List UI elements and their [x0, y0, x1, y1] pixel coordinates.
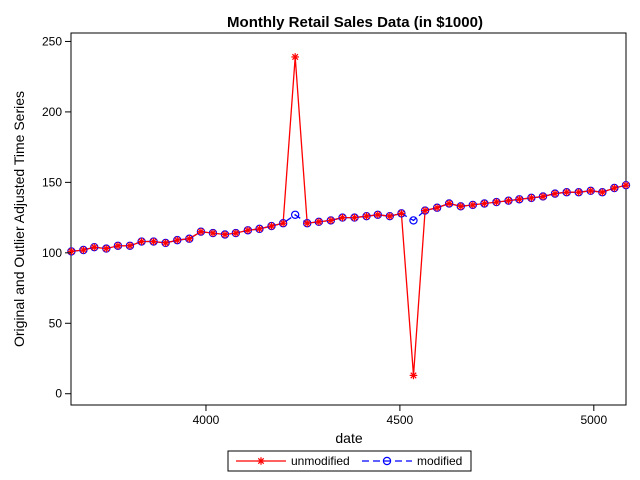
point-unmodified [209, 229, 217, 237]
point-unmodified [267, 222, 276, 230]
point-unmodified [232, 229, 240, 237]
series-line-unmodified [71, 56, 627, 376]
point-unmodified [562, 188, 571, 197]
point-unmodified [622, 181, 630, 189]
point-unmodified [515, 195, 524, 204]
point-unmodified [114, 241, 122, 250]
point-unmodified [137, 237, 146, 246]
point-unmodified [126, 241, 134, 250]
y-tick-label: 50 [49, 316, 63, 330]
point-unmodified [610, 184, 619, 192]
point-unmodified [327, 216, 335, 225]
legend: unmodified modified [236, 454, 462, 468]
point-unmodified [279, 219, 287, 228]
point-unmodified [161, 239, 170, 247]
y-axis: 0 50 100 150 200 250 [42, 34, 71, 401]
x-tick-label: 4500 [387, 413, 414, 427]
x-axis-label: date [335, 430, 362, 446]
point-unmodified [173, 236, 182, 244]
point-unmodified [480, 199, 489, 208]
y-tick-label: 200 [42, 105, 62, 119]
point-unmodified [586, 187, 595, 195]
point-unmodified [397, 209, 406, 218]
legend-label-unmodified: unmodified [291, 454, 350, 468]
point-unmodified [255, 225, 264, 233]
point-unmodified [551, 189, 559, 198]
point-unmodified [102, 244, 111, 253]
point-unmodified [185, 234, 194, 243]
point-modified [409, 216, 418, 225]
point-unmodified [469, 201, 477, 209]
legend-marker-modified [382, 456, 392, 466]
series-layer [67, 53, 631, 380]
point-unmodified [291, 53, 299, 61]
x-tick-label: 5000 [580, 413, 607, 427]
point-unmodified [362, 212, 371, 220]
point-unmodified [456, 202, 465, 211]
point-modified [290, 210, 300, 219]
legend-marker-unmodified [257, 457, 265, 465]
point-unmodified [598, 188, 607, 197]
y-tick-label: 100 [42, 246, 62, 260]
point-unmodified [350, 213, 359, 222]
y-tick-label: 0 [55, 387, 62, 401]
point-unmodified [90, 243, 99, 251]
point-unmodified [79, 246, 88, 254]
point-unmodified [433, 203, 441, 212]
point-unmodified [421, 206, 429, 215]
point-unmodified [492, 198, 501, 206]
point-unmodified [67, 247, 76, 256]
point-unmodified [445, 199, 453, 208]
point-unmodified [409, 371, 418, 380]
point-unmodified [504, 196, 513, 205]
x-axis: 4000 4500 5000 [193, 405, 607, 427]
point-unmodified [574, 188, 583, 197]
plot-frame [70, 32, 627, 406]
legend-box [227, 450, 472, 472]
point-unmodified [338, 213, 347, 222]
y-tick-label: 150 [42, 175, 62, 189]
point-unmodified [539, 192, 547, 201]
point-unmodified [197, 227, 205, 236]
y-axis-label: Original and Outlier Adjusted Time Serie… [11, 91, 27, 347]
point-unmodified [315, 218, 323, 226]
point-unmodified [221, 230, 229, 239]
legend-label-modified: modified [417, 454, 462, 468]
point-unmodified [244, 226, 252, 235]
point-unmodified [149, 237, 158, 246]
point-unmodified [373, 210, 382, 219]
y-tick-label: 250 [42, 34, 62, 48]
point-unmodified [527, 194, 536, 202]
point-unmodified [303, 219, 311, 228]
point-unmodified [386, 212, 394, 220]
chart-title: Monthly Retail Sales Data (in $1000) [227, 14, 483, 31]
x-tick-label: 4000 [193, 413, 220, 427]
